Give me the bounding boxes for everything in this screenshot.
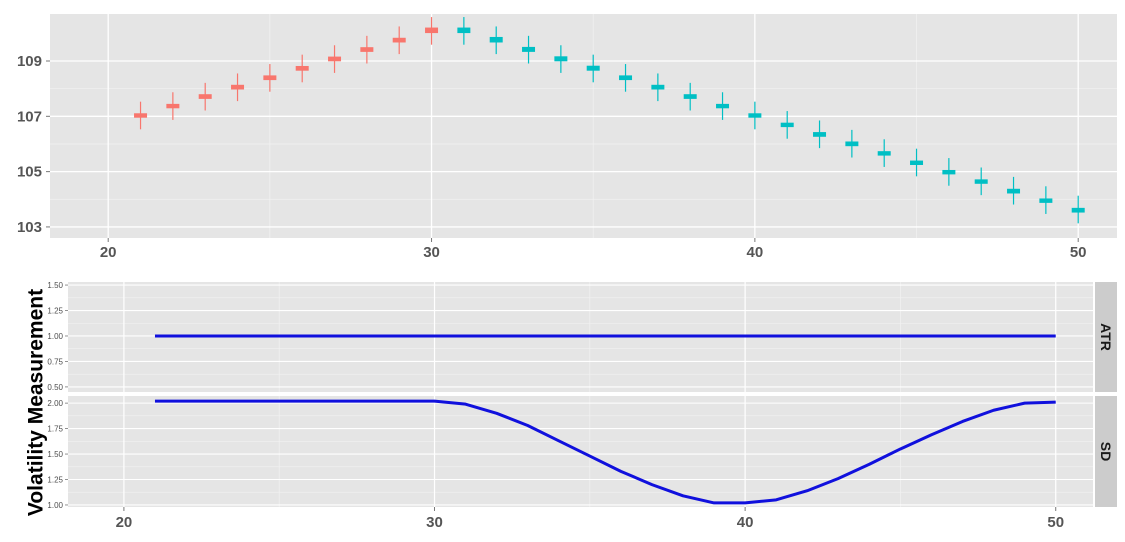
- facet-y-tick-label: 1.50: [47, 450, 63, 459]
- vol-x-tick-label: 40: [737, 514, 754, 531]
- candle-body: [845, 141, 859, 147]
- candle-body: [619, 75, 633, 81]
- facet-sd: 1.00 1.25 1.50 1.75 2.00 SD: [47, 396, 1117, 510]
- facet-y-tick-label: 1.75: [47, 425, 63, 434]
- candle-body: [198, 94, 212, 99]
- volatility-panel: 0.50 0.75 1.00 1.25 1.50 ATR 1.00 1.25 1.50 1.75 2…: [47, 281, 1117, 531]
- facet-y-tick-label: 1.50: [47, 281, 63, 290]
- candle-body: [942, 169, 956, 175]
- price-y-tick-label: 107: [17, 108, 42, 125]
- facet-y-tick-label: 1.00: [47, 501, 63, 510]
- price-y-tick-label: 103: [17, 219, 42, 236]
- facet-strip: [1095, 282, 1117, 392]
- price-y-tick-label: 105: [17, 164, 42, 181]
- vol-x-tick-label: 50: [1047, 514, 1064, 531]
- candle-body: [166, 103, 180, 109]
- facet-y-tick-label: 1.25: [47, 476, 63, 485]
- candle-body: [586, 65, 600, 71]
- candle-body: [716, 103, 730, 109]
- candle-body: [748, 113, 762, 118]
- price-x-tick-label: 20: [100, 244, 117, 261]
- candle-body: [780, 122, 794, 128]
- facet-y-tick-label: 0.50: [47, 383, 63, 392]
- price-panel-background: [50, 14, 1117, 238]
- facet-strip: [1095, 396, 1117, 507]
- candle-body: [263, 75, 277, 81]
- facet-y-tick-label: 0.75: [47, 357, 63, 366]
- series-line-sd: [154, 399, 1056, 505]
- price-y-tick-label: 109: [17, 53, 42, 70]
- facet-strip-label: ATR: [1098, 323, 1114, 351]
- candle-body: [489, 36, 503, 43]
- candle-body: [392, 37, 406, 43]
- candle-body: [1039, 198, 1053, 203]
- candle-body: [360, 47, 374, 52]
- candle-body: [295, 65, 309, 71]
- facet-y-tick-label: 1.00: [47, 332, 63, 341]
- facet-y-tick-label: 1.25: [47, 307, 63, 316]
- facet-atr: 0.50 0.75 1.00 1.25 1.50 ATR: [47, 281, 1117, 392]
- candle-body: [522, 46, 536, 52]
- candle-body: [974, 179, 988, 184]
- candle-body: [813, 132, 827, 137]
- vol-x-tick-label: 30: [426, 514, 443, 531]
- candle-body: [910, 160, 924, 165]
- candle-body: [1071, 207, 1085, 213]
- candle-body: [425, 27, 439, 34]
- candle-body: [683, 94, 697, 99]
- price-x-tick-label: 50: [1070, 244, 1087, 261]
- candle-body: [1007, 188, 1021, 194]
- candle-body: [651, 84, 665, 90]
- candle-body: [877, 151, 891, 156]
- candle-body: [134, 113, 148, 118]
- price-x-tick-label: 40: [747, 244, 764, 261]
- facet-strip-label: SD: [1098, 442, 1114, 461]
- candle-body: [328, 56, 342, 62]
- price-panel: 103 105 107 109 20 30 40 50: [17, 14, 1117, 261]
- candle-body: [554, 56, 568, 62]
- vol-x-tick-label: 20: [116, 514, 133, 531]
- candle-body: [231, 84, 245, 90]
- y-axis-label: Volatility Measurement: [25, 289, 48, 516]
- price-x-tick-label: 30: [423, 244, 440, 261]
- facet-y-tick-label: 2.00: [47, 399, 63, 408]
- candle-body: [457, 27, 471, 34]
